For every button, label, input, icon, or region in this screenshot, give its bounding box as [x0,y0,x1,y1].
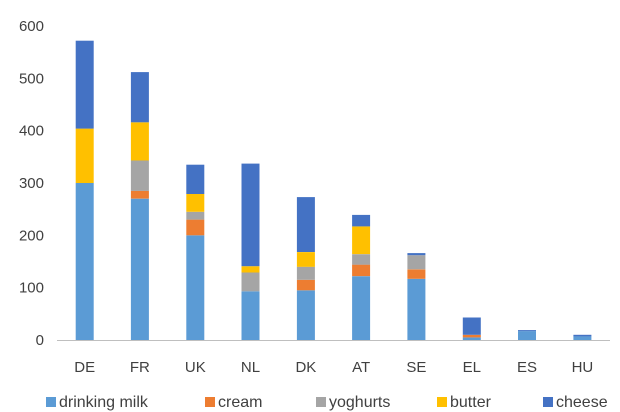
bar-segment-yoghurts-SE [407,255,426,270]
legend-label-butter: butter [450,394,492,411]
bar-segment-cheese-DK [296,197,315,252]
bar-segment-drinking-milk-DE [75,183,94,340]
bar-segment-cream-AT [352,264,371,277]
legend-label-yoghurts: yoghurts [329,394,390,411]
bar-segment-yoghurts-UK [186,211,205,220]
y-tick-label: 200 [19,227,44,244]
x-tick-label: DK [295,359,316,376]
bar-segment-butter-NL [241,266,260,273]
bar-segment-cheese-EL [462,317,481,335]
y-axis: 0 100 200 300 400 500 600 [19,18,44,349]
bar-segment-cheese-SE [407,253,426,256]
x-tick-label: DE [74,359,95,376]
legend: drinking milk cream yoghurts butter cheese [46,394,608,411]
x-tick-label: ES [517,359,537,376]
x-tick-label: HU [572,359,594,376]
legend-label-cheese: cheese [556,394,608,411]
bar-segment-cream-EL [462,334,481,338]
legend-label-drinking-milk: drinking milk [59,394,149,411]
x-tick-label: UK [185,359,206,376]
legend-swatch-yoghurts [316,397,326,407]
x-axis: DE FR UK NL DK AT SE EL ES HU [74,359,593,376]
bar-segment-yoghurts-AT [352,254,371,265]
bar-segment-drinking-milk-ES [518,331,536,340]
bar-segment-yoghurts-DK [296,266,315,280]
bar-segment-cream-DK [296,279,315,291]
legend-swatch-butter [437,397,447,407]
bar-segment-butter-FR [130,122,149,161]
bar-segment-drinking-milk-EL [462,337,481,340]
bar-segment-drinking-milk-SE [407,278,426,340]
legend-swatch-cheese [543,397,553,407]
bar-segment-drinking-milk-NL [241,291,260,340]
bar-segment-butter-DK [296,252,315,267]
bar-segment-drinking-milk-DK [296,290,315,340]
bar-segment-cheese-UK [186,164,205,194]
x-tick-label: FR [130,359,150,376]
bar-segment-drinking-milk-HU [573,336,592,340]
bar-segment-butter-DE [75,128,94,183]
bars [75,40,592,340]
legend-swatch-cream [205,397,215,407]
bar-segment-cheese-NL [241,163,260,267]
bar-segment-cheese-ES [518,330,536,332]
y-tick-label: 600 [19,18,44,35]
bar-segment-drinking-milk-FR [130,198,149,340]
y-tick-label: 100 [19,280,44,297]
x-tick-label: AT [352,359,370,376]
bar-segment-drinking-milk-AT [352,276,371,340]
bar-segment-cheese-FR [130,72,149,123]
bar-segment-cheese-AT [352,214,371,227]
y-tick-label: 0 [36,332,44,349]
bar-segment-yoghurts-NL [241,272,260,292]
bar-segment-cream-UK [186,219,205,236]
bar-segment-cheese-HU [573,334,592,337]
x-tick-label: NL [241,359,260,376]
bar-segment-cream-FR [130,190,149,199]
x-tick-label: EL [463,359,481,376]
bar-segment-cream-SE [407,269,426,279]
y-tick-label: 500 [19,70,44,87]
bar-segment-yoghurts-FR [130,160,149,191]
y-tick-label: 300 [19,175,44,192]
legend-swatch-drinking-milk [46,397,56,407]
bar-segment-butter-AT [352,226,371,255]
y-tick-label: 400 [19,123,44,140]
bar-segment-butter-UK [186,194,205,212]
legend-label-cream: cream [218,394,262,411]
bar-segment-drinking-milk-UK [186,235,205,340]
x-tick-label: SE [406,359,426,376]
bar-segment-cheese-DE [75,40,94,129]
